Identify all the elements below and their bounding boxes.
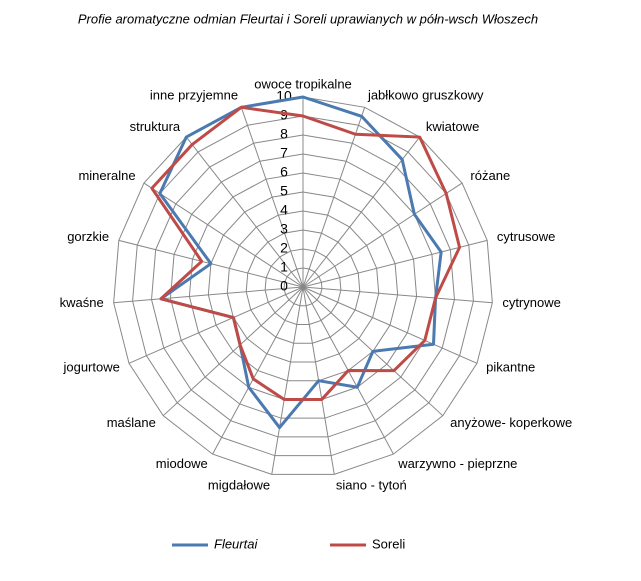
category-label: owoce tropikalne: [254, 76, 352, 91]
spoke: [302, 286, 478, 364]
legend-label: Fleurtai: [214, 536, 258, 551]
category-label: jabłkowo gruszkowy: [367, 87, 484, 102]
category-label: maślane: [107, 415, 156, 430]
spoke: [212, 286, 304, 455]
category-label: gorzkie: [67, 229, 109, 244]
grid-line: [283, 267, 323, 307]
category-label: pikantne: [486, 360, 535, 375]
grid-line: [132, 115, 474, 457]
grid-line: [264, 248, 342, 325]
spoke: [302, 107, 366, 288]
y-tick-label: 3: [280, 221, 288, 237]
spoke: [162, 286, 304, 417]
category-label: miodowe: [156, 456, 208, 471]
y-tick-label: 2: [280, 240, 288, 256]
spoke: [185, 136, 304, 288]
spoke: [128, 286, 304, 364]
y-tick-label: 1: [280, 259, 288, 275]
category-label: warzywno - pieprzne: [397, 456, 517, 471]
chart-title: Profie aromatyczne odmian Fleurtai i Sor…: [78, 11, 538, 26]
category-label: migdałowe: [208, 478, 270, 493]
grid-line: [226, 210, 380, 363]
category-label: kwaśne: [60, 295, 104, 310]
y-tick-label: 8: [280, 126, 288, 142]
category-label: siano - tytoń: [336, 478, 407, 493]
legend-label: Soreli: [372, 536, 405, 551]
y-tick-label: 6: [280, 164, 288, 180]
category-label: cytrynowe: [502, 295, 561, 310]
category-label: cytrusowe: [497, 229, 556, 244]
category-label: kwiatowe: [426, 119, 479, 134]
spoke: [302, 182, 463, 288]
category-label: mineralne: [78, 168, 135, 183]
y-tick-label: 4: [280, 202, 288, 218]
category-label: różane: [470, 168, 510, 183]
grid-line: [245, 229, 361, 344]
spoke: [302, 286, 493, 304]
spoke: [302, 136, 421, 288]
spoke: [271, 286, 304, 475]
spoke: [113, 286, 304, 304]
spoke: [302, 239, 488, 288]
grid-line: [207, 191, 399, 382]
spoke: [240, 107, 304, 288]
y-tick-label: 5: [280, 183, 288, 199]
category-label: jogurtowe: [62, 360, 119, 375]
category-label: anyżowe- koperkowe: [450, 415, 572, 430]
y-tick-label: 0: [280, 278, 288, 294]
category-label: inne przyjemne: [150, 87, 238, 102]
y-tick-label: 7: [280, 145, 288, 161]
grid-line: [113, 96, 493, 475]
series-line: [150, 105, 462, 401]
series-line: [158, 95, 443, 430]
category-label: struktura: [130, 119, 181, 134]
spoke: [143, 182, 304, 288]
